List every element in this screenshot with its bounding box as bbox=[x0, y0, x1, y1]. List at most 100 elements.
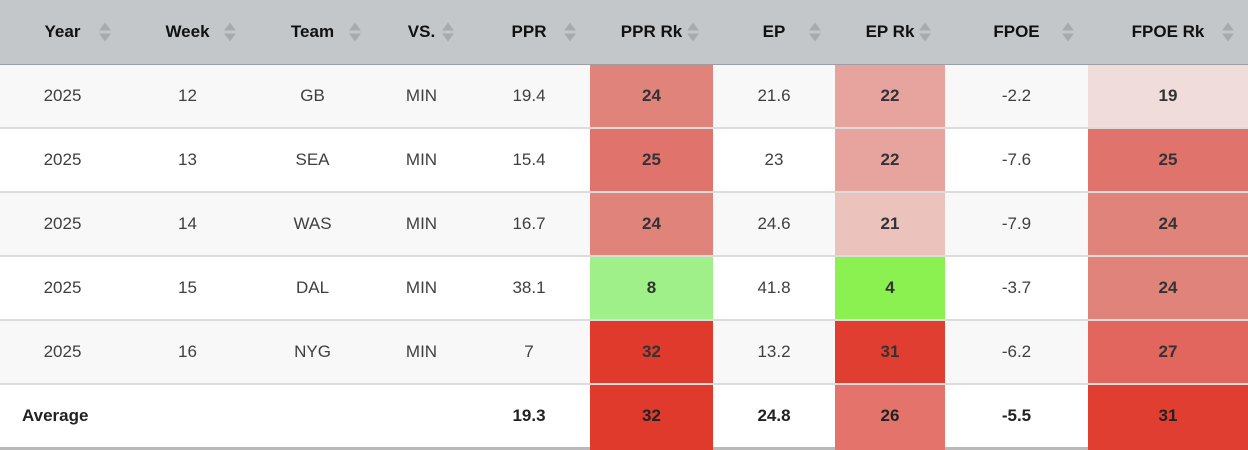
sort-icon bbox=[1062, 22, 1074, 42]
cell-week bbox=[125, 383, 250, 450]
col-header-label: PPR bbox=[511, 21, 547, 41]
col-header-ppr-rk[interactable]: PPR Rk bbox=[590, 0, 713, 65]
cell-ep-rank: 21 bbox=[835, 191, 945, 256]
cell-ppr: 7 bbox=[468, 319, 590, 384]
cell-ep: 41.8 bbox=[713, 255, 835, 320]
cell-fpoe-rank: 31 bbox=[1088, 383, 1248, 450]
cell-fpoe: -7.6 bbox=[945, 127, 1088, 192]
cell-ep: 21.6 bbox=[757, 85, 791, 105]
col-header-label: Year bbox=[44, 21, 81, 41]
cell-ppr-rank: 24 bbox=[590, 191, 713, 256]
cell-ppr-rank: 8 bbox=[590, 255, 713, 320]
cell-vs bbox=[375, 383, 468, 450]
sort-icon bbox=[809, 22, 821, 42]
cell-ppr: 19.3 bbox=[468, 383, 590, 450]
cell-week: 14 bbox=[125, 191, 250, 256]
cell-year: 2025 bbox=[0, 319, 125, 384]
cell-fpoe: -5.5 bbox=[945, 383, 1088, 450]
cell-week: 13 bbox=[125, 127, 250, 192]
cell-team: GB bbox=[300, 85, 325, 105]
cell-vs: MIN bbox=[375, 191, 468, 256]
cell-ep-rank: 22 bbox=[835, 64, 945, 128]
table-row: 2025 14 WAS MIN 16.7 24 24.6 21 -7.9 24 bbox=[0, 191, 1248, 256]
cell-average-label: Average bbox=[0, 383, 125, 450]
sort-icon bbox=[99, 22, 111, 42]
cell-week: 16 bbox=[125, 319, 250, 384]
sort-icon bbox=[442, 22, 454, 42]
sort-icon bbox=[224, 22, 236, 42]
cell-team: NYG bbox=[250, 319, 375, 384]
cell-vs: MIN bbox=[375, 319, 468, 384]
cell-ppr-rank: 24 bbox=[590, 64, 713, 128]
cell-team: DAL bbox=[250, 255, 375, 320]
table-row: 2025 13 SEA MIN 15.4 25 23 22 -7.6 25 bbox=[0, 127, 1248, 192]
cell-ep-rank: 26 bbox=[835, 383, 945, 450]
cell-team bbox=[250, 383, 375, 450]
cell-fpoe: -2.2 bbox=[1001, 85, 1032, 105]
cell-fpoe-rank: 25 bbox=[1088, 127, 1248, 192]
col-header-vs[interactable]: VS. bbox=[375, 0, 468, 65]
sort-icon bbox=[349, 22, 361, 42]
cell-ep-rank: 22 bbox=[835, 127, 945, 192]
col-header-year[interactable]: Year bbox=[0, 0, 125, 65]
table-body: 2025 12 GB MIN 19.4 24 21.6 22 -2.2 19 2… bbox=[0, 64, 1248, 450]
cell-ep-rank: 4 bbox=[835, 255, 945, 320]
col-header-ep-rk[interactable]: EP Rk bbox=[835, 0, 945, 65]
cell-ppr: 15.4 bbox=[468, 127, 590, 192]
col-header-label: FPOE Rk bbox=[1131, 21, 1205, 41]
cell-vs: MIN bbox=[375, 127, 468, 192]
col-header-label: EP Rk bbox=[865, 21, 915, 41]
col-header-label: VS. bbox=[407, 21, 436, 41]
table-row: 2025 12 GB MIN 19.4 24 21.6 22 -2.2 19 bbox=[0, 64, 1248, 128]
table-row: 2025 16 NYG MIN 7 32 13.2 31 -6.2 27 bbox=[0, 319, 1248, 384]
cell-ep: 24.6 bbox=[713, 191, 835, 256]
cell-fpoe-rank: 24 bbox=[1088, 255, 1248, 320]
cell-year: 2025 bbox=[0, 127, 125, 192]
sort-icon bbox=[919, 22, 931, 42]
cell-vs: MIN bbox=[405, 85, 438, 105]
cell-vs: MIN bbox=[375, 255, 468, 320]
col-header-label: EP bbox=[762, 21, 786, 41]
col-header-label: Week bbox=[165, 21, 210, 41]
average-row: Average 19.3 32 24.8 26 -5.5 31 bbox=[0, 383, 1248, 450]
cell-year: 2025 bbox=[43, 85, 82, 105]
cell-fpoe: -6.2 bbox=[945, 319, 1088, 384]
cell-ep-rank: 31 bbox=[835, 319, 945, 384]
cell-ppr-rank: 32 bbox=[590, 319, 713, 384]
header-row: Year Week Team VS. PPR PPR Rk EP EP Rk F… bbox=[0, 0, 1248, 65]
cell-ppr: 16.7 bbox=[468, 191, 590, 256]
cell-fpoe-rank: 19 bbox=[1088, 64, 1248, 128]
col-header-week[interactable]: Week bbox=[125, 0, 250, 65]
cell-team: SEA bbox=[250, 127, 375, 192]
cell-fpoe-rank: 27 bbox=[1088, 319, 1248, 384]
col-header-label: FPOE bbox=[993, 21, 1040, 41]
sort-icon bbox=[1222, 22, 1234, 42]
table-header: Year Week Team VS. PPR PPR Rk EP EP Rk F… bbox=[0, 0, 1248, 65]
col-header-team[interactable]: Team bbox=[250, 0, 375, 65]
cell-week: 15 bbox=[125, 255, 250, 320]
col-header-ppr[interactable]: PPR bbox=[468, 0, 590, 65]
cell-ppr-rank: 32 bbox=[590, 383, 713, 450]
col-header-fpoe[interactable]: FPOE bbox=[945, 0, 1088, 65]
cell-ep: 24.8 bbox=[713, 383, 835, 450]
col-header-fpoe-rk[interactable]: FPOE Rk bbox=[1088, 0, 1248, 65]
sort-icon bbox=[687, 22, 699, 42]
sort-icon bbox=[564, 22, 576, 42]
cell-fpoe: -7.9 bbox=[945, 191, 1088, 256]
col-header-label: PPR Rk bbox=[620, 21, 683, 41]
cell-year: 2025 bbox=[0, 255, 125, 320]
col-header-ep[interactable]: EP bbox=[713, 0, 835, 65]
cell-ppr: 19.4 bbox=[512, 85, 546, 105]
cell-ppr: 38.1 bbox=[468, 255, 590, 320]
cell-ep: 13.2 bbox=[713, 319, 835, 384]
cell-fpoe-rank: 24 bbox=[1088, 191, 1248, 256]
cell-year: 2025 bbox=[0, 191, 125, 256]
cell-team: WAS bbox=[250, 191, 375, 256]
cell-ep: 23 bbox=[713, 127, 835, 192]
table-row: 2025 15 DAL MIN 38.1 8 41.8 4 -3.7 24 bbox=[0, 255, 1248, 320]
cell-week: 12 bbox=[178, 85, 197, 105]
cell-ppr-rank: 25 bbox=[590, 127, 713, 192]
cell-fpoe: -3.7 bbox=[945, 255, 1088, 320]
col-header-label: Team bbox=[290, 21, 335, 41]
